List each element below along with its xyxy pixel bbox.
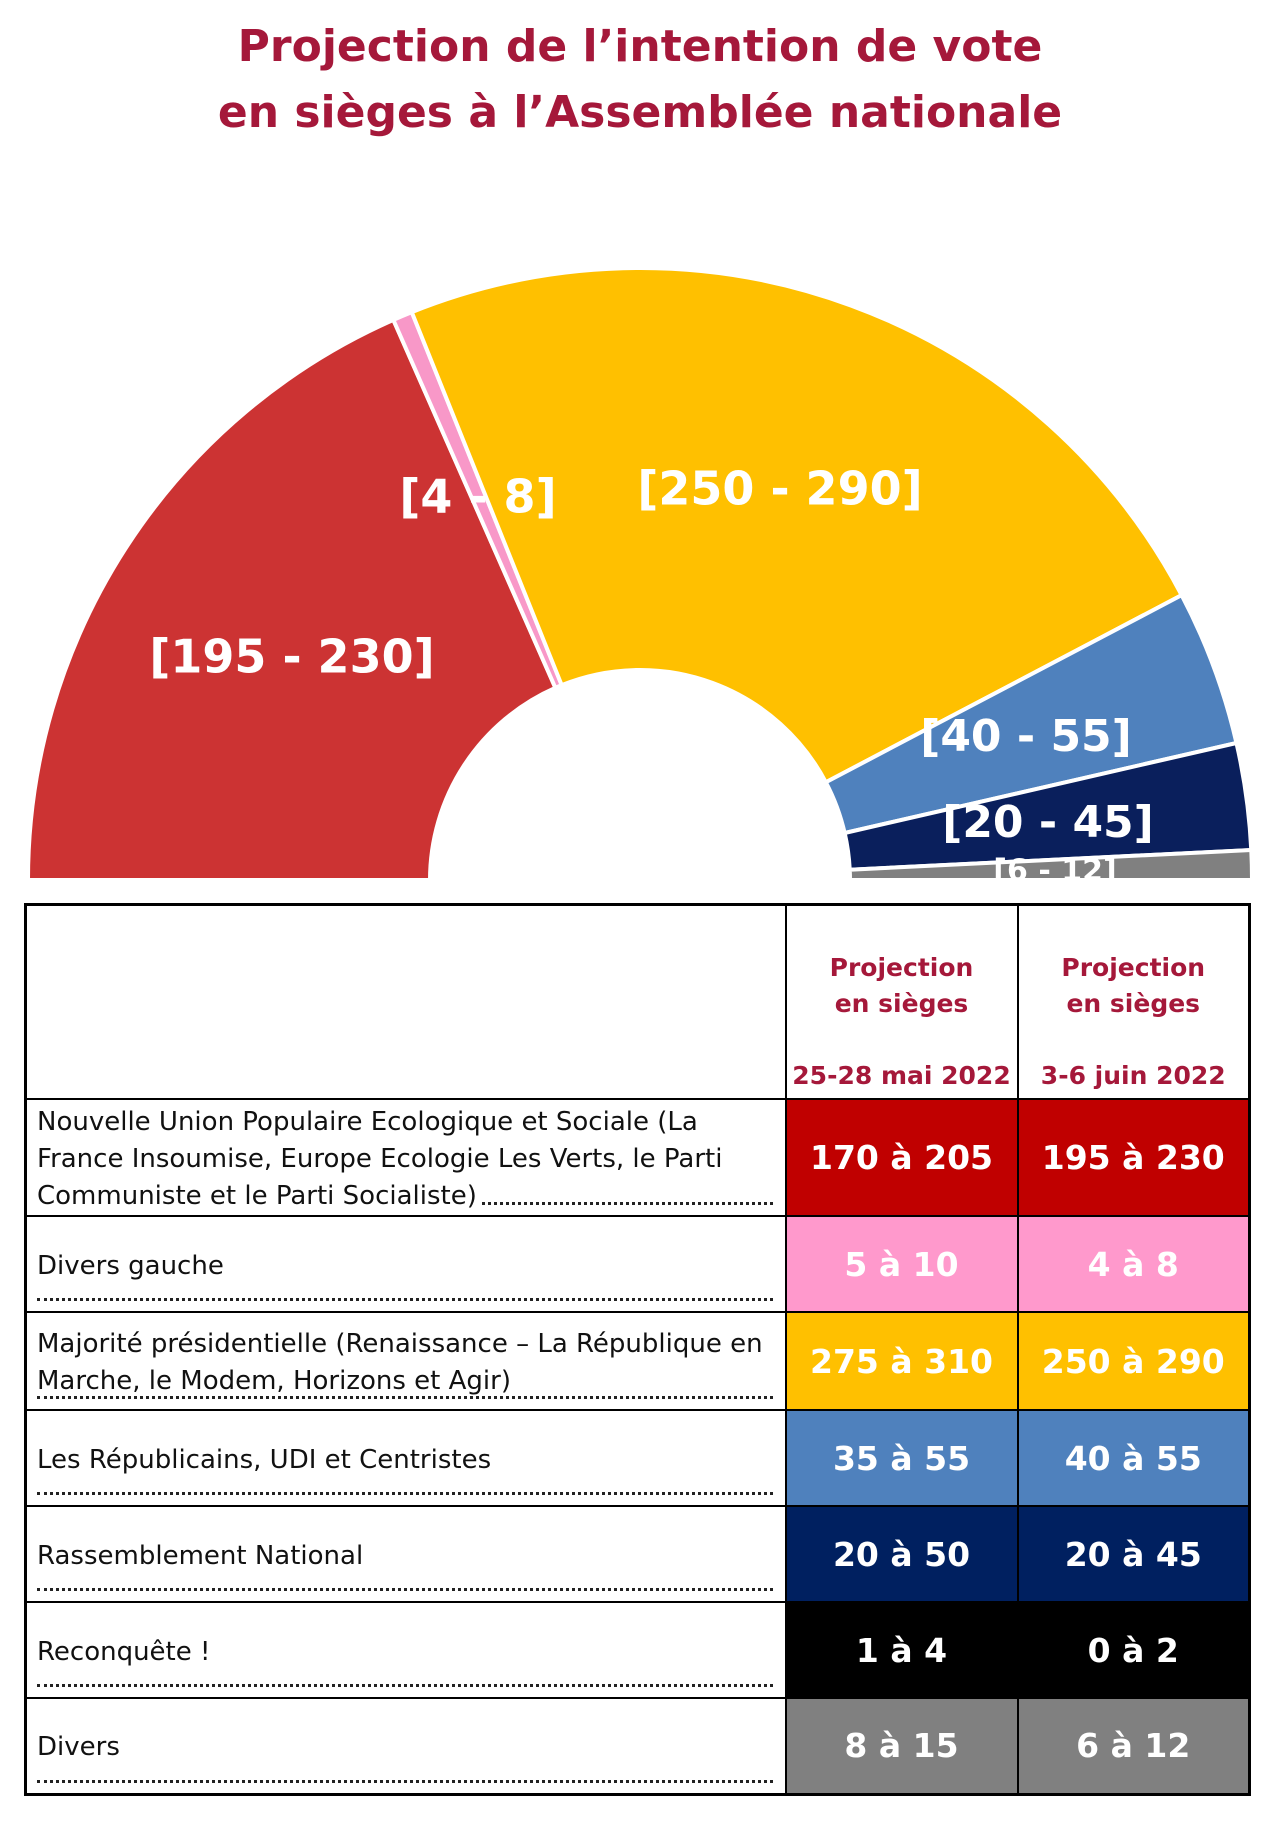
seats-june: 250 à 290	[1016, 1311, 1251, 1411]
seats-june: 195 à 230	[1016, 1098, 1251, 1217]
party-name-cell: Les Républicains, UDI et Centristes	[24, 1409, 787, 1507]
table-row: Rassemblement National 20 à 50 20 à 45	[24, 1505, 1251, 1603]
slice-nupes	[25, 317, 559, 880]
slice-label-nupes: [195 - 230]	[149, 630, 434, 684]
party-name: Divers gauche	[37, 1250, 228, 1281]
party-name-cell: Divers gauche	[24, 1215, 787, 1313]
dot-leader	[37, 1778, 773, 1783]
dot-leader	[37, 1682, 773, 1687]
slice-label-divers-gauche: [4 - 8]	[399, 470, 556, 524]
header-june-line2: en sièges	[1066, 989, 1201, 1018]
dot-leader	[37, 1394, 773, 1399]
title-line-1: Projection de l’intention de vote	[237, 21, 1043, 72]
projection-table: Projection en sièges 25-28 mai 2022 Proj…	[24, 903, 1251, 1796]
seats-may: 35 à 55	[784, 1409, 1019, 1507]
slice-majorite	[409, 266, 1185, 785]
party-name: Rassemblement National	[37, 1540, 368, 1571]
party-name: Nouvelle Union Populaire Ecologique et S…	[37, 1107, 723, 1211]
seats-may: 170 à 205	[784, 1098, 1019, 1217]
dot-leader	[37, 1296, 773, 1301]
table-row: Divers gauche 5 à 10 4 à 8	[24, 1215, 1251, 1313]
header-may: Projection en sièges 25-28 mai 2022	[784, 903, 1019, 1100]
party-name: Reconquête !	[37, 1636, 215, 1667]
seats-may: 5 à 10	[784, 1215, 1019, 1313]
table-row: Majorité présidentielle (Renaissance – L…	[24, 1311, 1251, 1411]
seats-june: 6 à 12	[1016, 1697, 1251, 1795]
chart-title: Projection de l’intention de vote en siè…	[0, 14, 1280, 146]
header-june: Projection en sièges 3-6 juin 2022	[1016, 903, 1251, 1100]
table-row: Les Républicains, UDI et Centristes 35 à …	[24, 1409, 1251, 1507]
title-line-2: en sièges à l’Assemblée nationale	[217, 87, 1063, 138]
slice-label-rn: [20 - 45]	[942, 797, 1154, 848]
slice-label-divers: [6 - 12]	[993, 854, 1116, 881]
seats-june: 20 à 45	[1016, 1505, 1251, 1603]
header-may-line2: en sièges	[834, 989, 969, 1018]
party-name: Majorité présidentielle (Renaissance – L…	[37, 1329, 763, 1396]
slice-label-majorite: [250 - 290]	[637, 462, 922, 516]
header-june-line1: Projection	[1061, 953, 1206, 982]
table-header-row: Projection en sièges 25-28 mai 2022 Proj…	[24, 903, 1251, 1100]
dot-leader	[37, 1586, 773, 1591]
party-name-cell: Nouvelle Union Populaire Ecologique et S…	[24, 1098, 787, 1217]
seats-may: 20 à 50	[784, 1505, 1019, 1603]
table-body: Nouvelle Union Populaire Ecologique et S…	[24, 1098, 1251, 1795]
hemicycle-chart: [195 - 230] [4 - 8] [250 - 290] [40 - 55] [2…	[25, 266, 1255, 881]
seats-may: 275 à 310	[784, 1311, 1019, 1411]
seats-june: 4 à 8	[1016, 1215, 1251, 1313]
dot-leader	[37, 1490, 773, 1495]
slice-divers	[847, 847, 1255, 880]
table-row: Nouvelle Union Populaire Ecologique et S…	[24, 1098, 1251, 1217]
party-name: Les Républicains, UDI et Centristes	[37, 1444, 496, 1475]
table-row: Divers 8 à 15 6 à 12	[24, 1697, 1251, 1795]
party-name-cell: Rassemblement National	[24, 1505, 787, 1603]
header-may-date: 25-28 mai 2022	[792, 1061, 1011, 1090]
party-name-cell: Reconquête !	[24, 1601, 787, 1699]
header-may-line1: Projection	[829, 953, 974, 982]
party-name-cell: Majorité présidentielle (Renaissance – L…	[24, 1311, 787, 1411]
header-blank-cell	[24, 903, 787, 1100]
slice-label-lr-udi: [40 - 55]	[920, 711, 1132, 762]
seats-june: 0 à 2	[1016, 1601, 1251, 1699]
party-name: Divers	[37, 1732, 124, 1763]
header-june-date: 3-6 juin 2022	[1040, 1061, 1226, 1090]
party-name-cell: Divers	[24, 1697, 787, 1795]
seats-may: 8 à 15	[784, 1697, 1019, 1795]
seats-june: 40 à 55	[1016, 1409, 1251, 1507]
seats-may: 1 à 4	[784, 1601, 1019, 1699]
